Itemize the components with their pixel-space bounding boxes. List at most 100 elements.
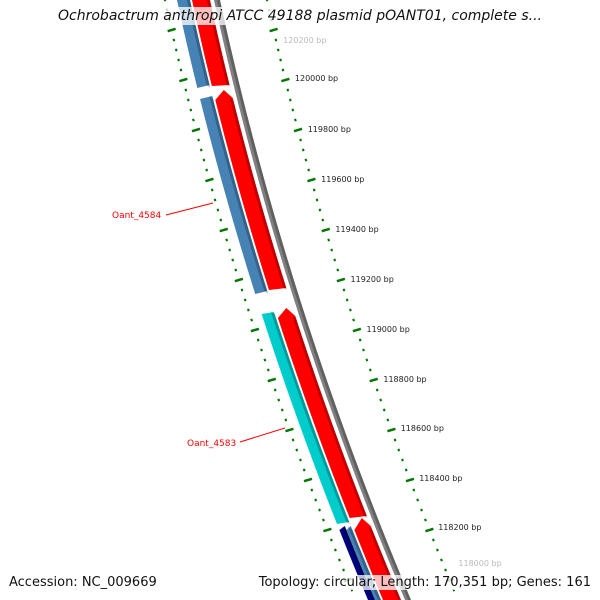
tick-mark [312, 188, 316, 192]
tick-mark [202, 158, 206, 162]
gene-forward[interactable] [277, 308, 367, 518]
tick-mark [234, 268, 238, 272]
gene-label[interactable]: Oant_4584 [112, 211, 162, 221]
tick-mark [219, 227, 229, 233]
tick-mark [269, 27, 278, 33]
tick-mark [260, 348, 263, 352]
tick-mark [362, 348, 365, 352]
tick-mark [293, 127, 303, 133]
gene-oant-4583[interactable] [261, 312, 350, 524]
accession-text: Accession: NC_009669 [9, 575, 157, 590]
tick-mark [291, 108, 295, 112]
tick-mark [302, 468, 306, 472]
tick-mark [345, 298, 349, 302]
tick-mark [318, 508, 321, 512]
tick-mark [191, 127, 201, 133]
tick-mark [349, 308, 352, 312]
tick-mark [336, 277, 346, 283]
tick-mark [375, 388, 379, 392]
tick-mark [291, 438, 295, 442]
tick-mark [267, 377, 277, 383]
tick-mark [189, 108, 193, 112]
tick-mark [247, 308, 250, 312]
tick-mark [342, 568, 345, 572]
tick-mark [219, 218, 223, 222]
tick-mark [404, 468, 408, 472]
tick-mark [216, 208, 220, 212]
tick-mark [412, 488, 416, 492]
tick-mark [401, 458, 404, 462]
tick-mark [386, 418, 390, 422]
tick-mark [295, 448, 299, 452]
tick-mark [234, 277, 244, 283]
tick-mark [315, 198, 319, 202]
tick-mark [321, 218, 325, 222]
tick-label: 119600 bp [321, 175, 364, 184]
tick-mark [299, 458, 302, 462]
tick-mark [330, 538, 333, 542]
tick-mark [172, 38, 176, 42]
tick-mark [210, 188, 214, 192]
tick-mark [277, 398, 281, 402]
tick-mark [444, 568, 447, 572]
gene-forward[interactable] [215, 90, 287, 290]
tick-mark [310, 488, 314, 492]
tick-mark [382, 408, 386, 412]
gene-oant-4584-shade [209, 96, 269, 294]
tick-mark [393, 438, 397, 442]
tick-mark [327, 238, 331, 242]
backbone-ring[interactable] [213, 0, 415, 600]
tick-mark [307, 168, 311, 172]
tick-mark [304, 158, 308, 162]
label-leader-line [165, 202, 214, 216]
tick-mark [225, 238, 229, 242]
tick-mark [303, 477, 313, 483]
tick-mark [174, 48, 178, 52]
tick-mark [274, 38, 278, 42]
gene-oant-4584[interactable] [200, 96, 268, 294]
tick-mark [336, 268, 340, 272]
tick-mark [199, 148, 203, 152]
tick-label: 120000 bp [295, 74, 338, 83]
tick-mark [186, 98, 190, 102]
tick-mark [397, 448, 401, 452]
tick-label: 118400 bp [419, 474, 462, 483]
gene-oant-4583-shade [271, 312, 351, 524]
tick-mark [280, 408, 284, 412]
tick-mark [266, 368, 270, 372]
tick-mark [205, 177, 214, 183]
tick-mark [368, 368, 372, 372]
tick-mark [333, 258, 337, 262]
tick-mark [420, 508, 423, 512]
tick-mark [205, 168, 209, 172]
tick-label: 119400 bp [335, 225, 378, 234]
tick-mark [240, 288, 244, 292]
tick-mark [405, 477, 415, 483]
tick-mark [318, 208, 322, 212]
tick-mark [440, 558, 443, 562]
tick-mark [197, 138, 200, 142]
gene-forward-shade [229, 98, 287, 290]
tick-mark [369, 377, 379, 383]
map-title: Ochrobactrum anthropi ATCC 49188 plasmid… [0, 7, 600, 25]
gene-label[interactable]: Oant_4583 [187, 439, 236, 449]
tick-mark [256, 338, 260, 342]
tick-mark [379, 398, 383, 402]
tick-mark [276, 48, 280, 52]
tick-mark [334, 548, 337, 552]
tick-mark [231, 258, 235, 262]
tick-mark [179, 77, 188, 83]
tick-mark [250, 318, 253, 322]
tick-mark [338, 558, 341, 562]
tick-mark [387, 427, 396, 433]
tick-label: 119000 bp [367, 325, 410, 334]
tick-mark [424, 518, 427, 522]
tick-mark [352, 327, 362, 333]
tick-mark [358, 338, 362, 342]
tick-label: 119200 bp [351, 275, 394, 284]
tick-mark [285, 427, 294, 433]
tick-mark [213, 198, 217, 202]
tick-mark [436, 548, 439, 552]
